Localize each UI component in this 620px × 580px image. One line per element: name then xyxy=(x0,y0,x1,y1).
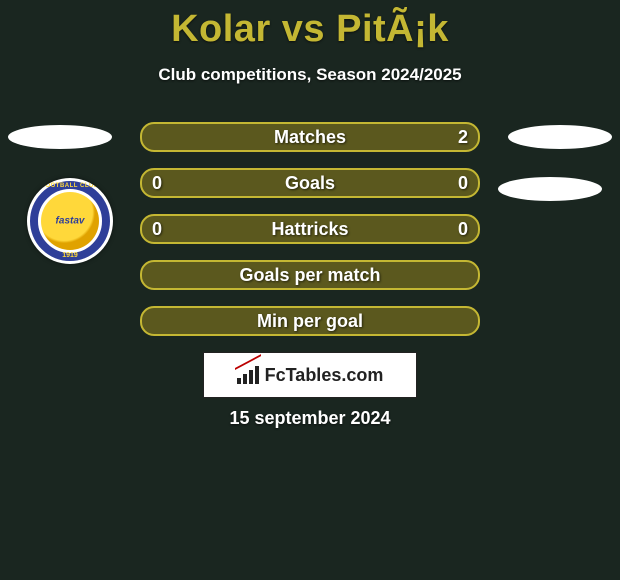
club-left-logo: FOOTBALL CLUB fastav 1919 xyxy=(27,178,113,264)
page-title: Kolar vs PitÃ¡k xyxy=(0,0,620,51)
brand-badge: FcTables.com xyxy=(203,352,417,398)
stat-label: Matches xyxy=(142,124,478,150)
stat-label: Goals per match xyxy=(142,262,478,288)
brand-text: FcTables.com xyxy=(265,365,384,386)
stat-right-value: 0 xyxy=(448,216,478,242)
player-right-placeholder-icon xyxy=(508,125,612,149)
stat-rows: Matches 2 0 Goals 0 0 Hattricks 0 Goals … xyxy=(140,122,480,352)
stat-label: Goals xyxy=(142,170,478,196)
comparison-card: Kolar vs PitÃ¡k Club competitions, Seaso… xyxy=(0,0,620,580)
stat-row: 0 Goals 0 xyxy=(140,168,480,198)
date-label: 15 september 2024 xyxy=(0,408,620,429)
stat-right-value: 0 xyxy=(448,170,478,196)
stat-row: Goals per match xyxy=(140,260,480,290)
stat-right-value: 2 xyxy=(448,124,478,150)
stat-row: Matches 2 xyxy=(140,122,480,152)
club-logo-text-top: FOOTBALL CLUB xyxy=(27,183,113,189)
club-logo-text-mid: fastav xyxy=(27,216,113,227)
bar-chart-icon xyxy=(237,366,259,384)
page-subtitle: Club competitions, Season 2024/2025 xyxy=(0,65,620,85)
stat-right-value xyxy=(458,308,478,334)
stat-label: Hattricks xyxy=(142,216,478,242)
club-logo-text-bot: 1919 xyxy=(27,252,113,259)
club-right-placeholder-icon xyxy=(498,177,602,201)
stat-label: Min per goal xyxy=(142,308,478,334)
stat-right-value xyxy=(458,262,478,288)
stat-row: 0 Hattricks 0 xyxy=(140,214,480,244)
stat-row: Min per goal xyxy=(140,306,480,336)
player-left-placeholder-icon xyxy=(8,125,112,149)
